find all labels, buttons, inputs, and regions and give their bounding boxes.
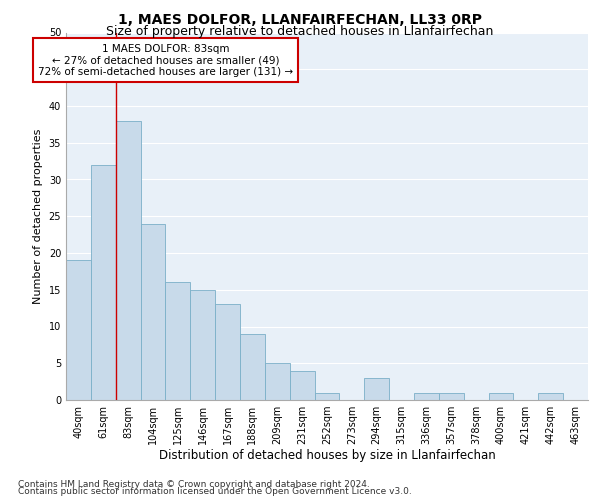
Bar <box>140 224 166 400</box>
Bar <box>488 392 514 400</box>
Bar <box>66 260 91 400</box>
Text: Contains public sector information licensed under the Open Government Licence v3: Contains public sector information licen… <box>18 487 412 496</box>
Bar <box>240 334 265 400</box>
Bar <box>265 363 290 400</box>
Bar <box>538 392 563 400</box>
Bar <box>91 165 116 400</box>
Bar <box>439 392 464 400</box>
Bar <box>215 304 240 400</box>
Bar <box>166 282 190 400</box>
X-axis label: Distribution of detached houses by size in Llanfairfechan: Distribution of detached houses by size … <box>158 448 496 462</box>
Y-axis label: Number of detached properties: Number of detached properties <box>33 128 43 304</box>
Text: 1 MAES DOLFOR: 83sqm
← 27% of detached houses are smaller (49)
72% of semi-detac: 1 MAES DOLFOR: 83sqm ← 27% of detached h… <box>38 44 293 76</box>
Bar <box>290 370 314 400</box>
Text: Size of property relative to detached houses in Llanfairfechan: Size of property relative to detached ho… <box>106 25 494 38</box>
Text: Contains HM Land Registry data © Crown copyright and database right 2024.: Contains HM Land Registry data © Crown c… <box>18 480 370 489</box>
Bar <box>364 378 389 400</box>
Text: 1, MAES DOLFOR, LLANFAIRFECHAN, LL33 0RP: 1, MAES DOLFOR, LLANFAIRFECHAN, LL33 0RP <box>118 12 482 26</box>
Bar <box>414 392 439 400</box>
Bar <box>116 120 140 400</box>
Bar <box>314 392 340 400</box>
Bar <box>190 290 215 400</box>
